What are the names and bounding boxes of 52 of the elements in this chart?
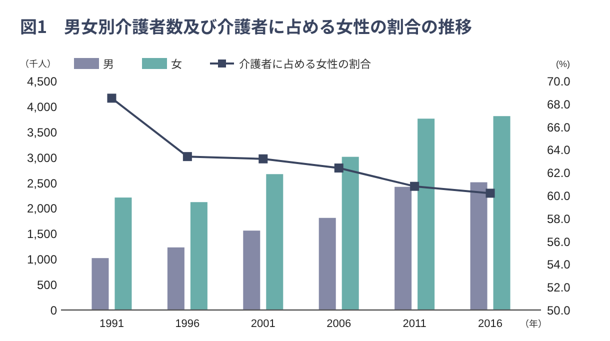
point xyxy=(182,152,192,162)
point xyxy=(258,154,268,164)
bar xyxy=(318,218,336,310)
legend-label: 女 xyxy=(171,56,182,72)
y2-tick-label: 56.0 xyxy=(547,234,571,249)
point xyxy=(410,182,420,191)
bar xyxy=(243,230,260,310)
y2-tick-label: 58.0 xyxy=(547,212,571,226)
x-tick-label: 2006 xyxy=(326,318,352,330)
x-tick-label: 2016 xyxy=(478,318,503,330)
point xyxy=(486,188,495,198)
x-tick-label: 2001 xyxy=(250,318,276,330)
y2-tick-label: 54.0 xyxy=(547,258,571,272)
x-tick-label: 1991 xyxy=(99,318,124,330)
bar xyxy=(418,118,435,310)
x-axis-title: （年） xyxy=(520,317,548,330)
y-tick-label: 2,500 xyxy=(26,176,58,190)
y-tick-label: 1,000 xyxy=(26,252,58,267)
y-tick-label: 2,000 xyxy=(26,202,58,216)
y2-tick-label: 64.0 xyxy=(547,143,571,158)
bar xyxy=(114,198,132,310)
chart-title: 図1 男女別介護者数及び介護者に占める女性の割合の推移 xyxy=(20,13,472,38)
y2-axis-title: (%) xyxy=(556,59,570,69)
y-axis-title: （千人） xyxy=(20,57,56,70)
legend-label: 介護者に占める女性の割合 xyxy=(239,56,371,72)
x-tick-label: 1996 xyxy=(175,318,200,330)
bar xyxy=(493,116,510,310)
bar xyxy=(190,202,208,310)
legend-label: 男 xyxy=(103,56,114,72)
bar xyxy=(470,182,488,310)
point xyxy=(334,164,344,173)
y2-tick-label: 68.0 xyxy=(547,97,571,112)
point xyxy=(107,94,116,103)
y-tick-label: 500 xyxy=(36,278,58,292)
y-tick-label: 4,000 xyxy=(26,100,58,114)
bar xyxy=(342,156,359,310)
y2-tick-label: 62.0 xyxy=(547,166,571,180)
y-tick-label: 0 xyxy=(50,304,58,318)
bar xyxy=(394,186,412,310)
y-tick-label: 3,000 xyxy=(26,150,58,165)
bar xyxy=(266,174,284,310)
y-tick-label: 1,500 xyxy=(26,227,58,242)
y2-tick-label: 52.0 xyxy=(547,280,571,295)
x-tick-label: 2011 xyxy=(402,318,426,330)
y-tick-label: 3,500 xyxy=(26,125,58,140)
y2-tick-label: 66.0 xyxy=(547,120,571,134)
y2-tick-label: 70.0 xyxy=(547,74,571,88)
bar xyxy=(167,247,184,310)
y2-tick-label: 50.0 xyxy=(547,304,571,318)
y-tick-label: 4,500 xyxy=(26,74,58,88)
bar xyxy=(92,258,109,310)
y2-tick-label: 60.0 xyxy=(547,189,571,203)
